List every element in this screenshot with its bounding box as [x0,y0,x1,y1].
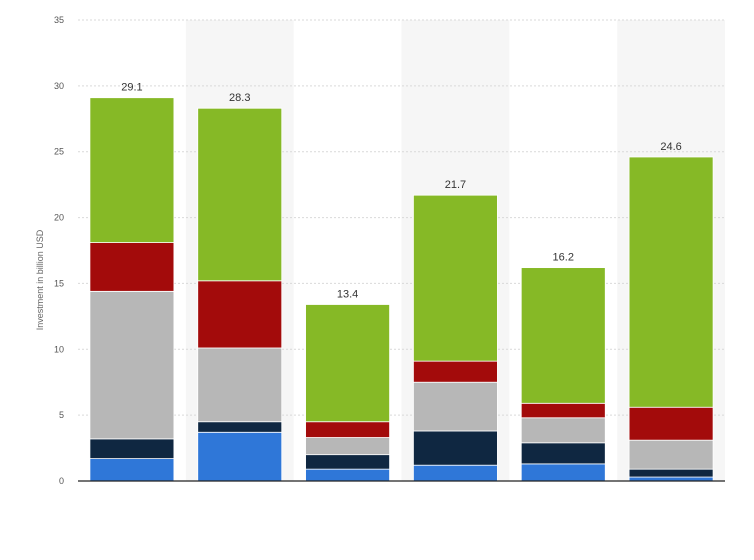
bar-segment-segment-gray [305,437,390,456]
bar-total-label: 28.3 [229,92,250,104]
y-tick-label: 15 [54,278,64,288]
bar-segment-segment-navy [305,454,390,470]
bar-segment-segment-green [520,267,606,404]
bar-segment-segment-gray [520,417,606,444]
bar-segment-segment-green [413,194,498,362]
bar-segment-segment-gray [89,290,175,440]
bar-segment-segment-blue [413,464,498,482]
bar-total-labels: 29.1 28.3 13.4 21.7 16.2 24.6 [121,82,682,301]
bar-segment-segment-gray [628,439,714,470]
bar-segment-segment-green [89,97,175,243]
bars [89,97,714,482]
bar-total-label: 16.2 [553,252,574,264]
bar-segment-segment-navy [89,438,175,460]
bar-segment-segment-red [413,360,498,383]
bar-segment-segment-gray [413,381,498,432]
bar-segment-segment-red [197,280,283,349]
bar-segment-segment-navy [197,421,283,433]
bar-total-label: 29.1 [121,82,142,94]
bar-total-label: 21.7 [445,179,466,191]
bar-segment-segment-red [89,242,175,292]
bar-segment-segment-navy [413,430,498,466]
bar-segment-segment-gray [197,347,283,423]
y-axis-ticks: 0 5 10 15 20 25 30 35 [54,15,64,486]
bar-segment-segment-navy [520,442,606,465]
bar-segment-segment-blue [89,458,175,482]
y-tick-label: 10 [54,344,64,354]
bar-segment-segment-red [520,402,606,419]
y-tick-label: 35 [54,15,64,25]
bar-total-label: 13.4 [337,289,358,301]
y-axis-label: Investment in billion USD [35,229,45,330]
y-tick-label: 0 [59,476,64,486]
y-tick-label: 5 [59,410,64,420]
bar-segment-segment-blue [520,463,606,482]
bar-segment-segment-red [305,421,390,438]
bar-total-label: 24.6 [660,141,681,153]
bar-segment-segment-red [628,406,714,441]
bar-segment-segment-green [197,107,283,282]
y-tick-label: 20 [54,213,64,223]
bar-segment-segment-blue [305,468,390,482]
bar-segment-segment-navy [628,468,714,478]
y-tick-label: 30 [54,81,64,91]
y-tick-label: 25 [54,147,64,157]
bar-segment-segment-green [628,156,714,408]
bar-segment-segment-blue [197,431,283,482]
bar-segment-segment-green [305,304,390,423]
